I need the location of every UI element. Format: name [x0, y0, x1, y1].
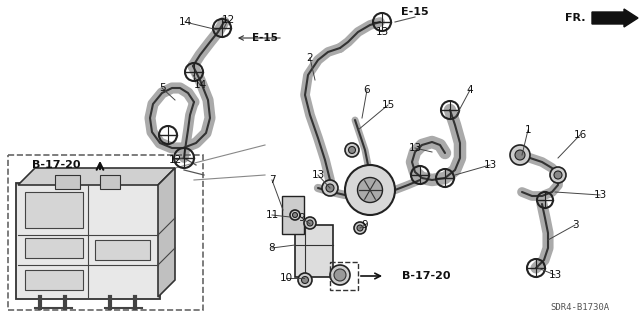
- FancyBboxPatch shape: [16, 183, 160, 299]
- Circle shape: [292, 212, 298, 218]
- Bar: [8, 155, 203, 310]
- Circle shape: [345, 165, 395, 215]
- Text: 13: 13: [376, 27, 388, 37]
- Text: 8: 8: [269, 243, 275, 253]
- Text: 13: 13: [408, 143, 422, 153]
- Circle shape: [345, 143, 359, 157]
- Text: 12: 12: [168, 155, 182, 165]
- Text: E-15: E-15: [252, 33, 278, 43]
- Text: 7: 7: [269, 175, 275, 185]
- Text: 13: 13: [593, 190, 607, 200]
- Circle shape: [334, 269, 346, 281]
- Circle shape: [550, 167, 566, 183]
- Text: 14: 14: [193, 80, 207, 90]
- Text: 12: 12: [221, 15, 235, 25]
- Text: 4: 4: [467, 85, 474, 95]
- Circle shape: [304, 217, 316, 229]
- Text: 14: 14: [179, 17, 191, 27]
- Text: 5: 5: [159, 83, 165, 93]
- Polygon shape: [18, 168, 175, 185]
- Circle shape: [322, 180, 338, 196]
- Circle shape: [357, 225, 363, 231]
- Text: 9: 9: [362, 220, 368, 230]
- Bar: [25, 270, 83, 290]
- Circle shape: [290, 210, 300, 220]
- Circle shape: [554, 171, 562, 179]
- Text: 3: 3: [572, 220, 579, 230]
- Circle shape: [307, 220, 313, 226]
- Text: 16: 16: [573, 130, 587, 140]
- Bar: [25, 192, 83, 228]
- Circle shape: [510, 145, 530, 165]
- Bar: [295, 225, 333, 277]
- Circle shape: [354, 222, 366, 234]
- Text: 13: 13: [312, 170, 324, 180]
- Text: 11: 11: [266, 210, 278, 220]
- Text: B-17-20: B-17-20: [402, 271, 451, 281]
- Text: 2: 2: [307, 53, 314, 63]
- Text: 6: 6: [364, 85, 371, 95]
- Text: SDR4-B1730A: SDR4-B1730A: [550, 303, 609, 313]
- Bar: [330, 262, 358, 290]
- Bar: [55, 175, 80, 189]
- Text: FR.: FR.: [564, 13, 585, 23]
- Circle shape: [301, 277, 308, 284]
- Text: 13: 13: [548, 270, 562, 280]
- Text: B-17-20: B-17-20: [32, 160, 80, 170]
- Circle shape: [326, 184, 334, 192]
- Text: E-15: E-15: [401, 7, 429, 17]
- Bar: [100, 175, 120, 189]
- Circle shape: [298, 273, 312, 287]
- Polygon shape: [158, 168, 175, 297]
- Text: 15: 15: [381, 100, 395, 110]
- Bar: [282, 196, 304, 234]
- Text: 13: 13: [483, 160, 497, 170]
- Bar: [95, 240, 150, 260]
- Circle shape: [349, 146, 355, 153]
- Circle shape: [330, 265, 350, 285]
- Text: 1: 1: [525, 125, 531, 135]
- FancyArrow shape: [592, 9, 638, 27]
- Text: 10: 10: [280, 273, 292, 283]
- Circle shape: [358, 177, 383, 203]
- Text: 9: 9: [299, 213, 305, 223]
- Bar: [25, 238, 83, 258]
- Circle shape: [515, 150, 525, 160]
